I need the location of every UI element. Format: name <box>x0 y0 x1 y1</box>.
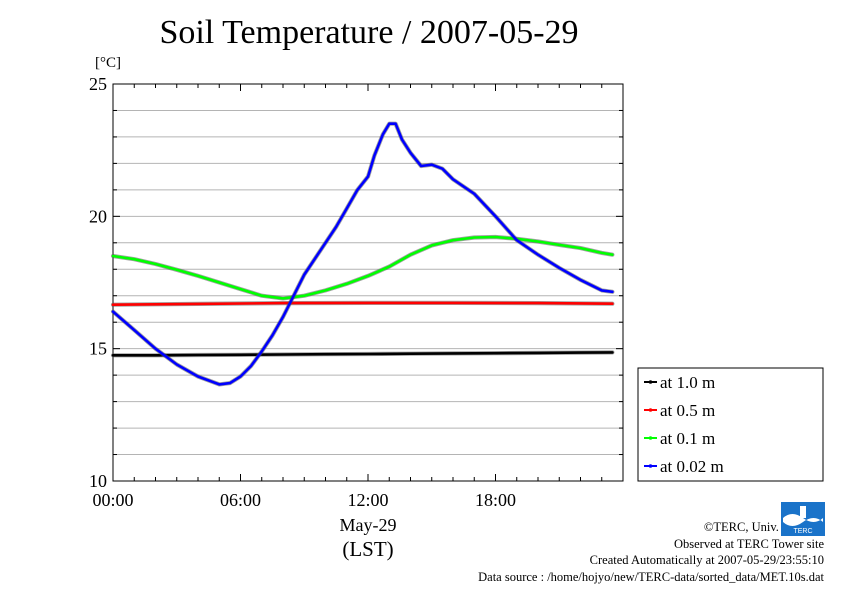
plot-frame <box>112 83 624 482</box>
credits-block: ©TERC, Univ. Tsukuba Observed at TERC To… <box>478 519 824 585</box>
legend-label: at 0.02 m <box>660 457 724 476</box>
legend-marker <box>648 464 653 468</box>
y-axis-unit-label: [°C] <box>95 55 121 71</box>
observation-site-text: Observed at TERC Tower site <box>673 536 824 551</box>
series-line <box>111 301 614 307</box>
chart-title: Soil Temperature / 2007-05-29 <box>159 14 579 51</box>
logo-text: TERC <box>793 528 812 535</box>
x-tick-label: 06:00 <box>220 490 261 510</box>
y-tick-label: 10 <box>89 471 107 491</box>
x-axis-timezone-label: (LST) <box>342 537 393 561</box>
legend: at 1.0 m at 0.5 m at 0.1 m at 0.02 m <box>637 367 824 482</box>
created-timestamp-text: Created Automatically at 2007-05-29/23:5… <box>589 553 824 568</box>
y-tick-label: 20 <box>89 206 107 226</box>
legend-label: at 1.0 m <box>660 373 715 392</box>
x-tick-label: 12:00 <box>347 490 388 510</box>
legend-marker <box>648 408 653 412</box>
x-ticks <box>112 83 624 482</box>
y-tick-label: 25 <box>89 74 107 94</box>
legend-box <box>637 367 824 482</box>
y-tick-label: 15 <box>89 339 107 359</box>
legend-label: at 0.1 m <box>660 429 715 448</box>
series-line <box>111 122 614 386</box>
legend-marker <box>648 380 653 384</box>
legend-label: at 0.5 m <box>660 401 715 420</box>
legend-marker <box>648 436 653 440</box>
x-axis-date-label: May-29 <box>340 515 397 535</box>
grid-lines <box>113 109 623 456</box>
series-line <box>111 351 614 357</box>
data-source-text: Data source : /home/hojyo/new/TERC-data/… <box>478 569 824 584</box>
x-tick-label: 00:00 <box>92 490 133 510</box>
series-shadow <box>110 234 615 301</box>
series-line <box>111 235 614 300</box>
terc-logo-icon: TERC <box>781 502 825 536</box>
copyright-text: ©TERC, Univ. Tsukuba <box>703 520 824 534</box>
x-tick-label: 18:00 <box>475 490 516 510</box>
